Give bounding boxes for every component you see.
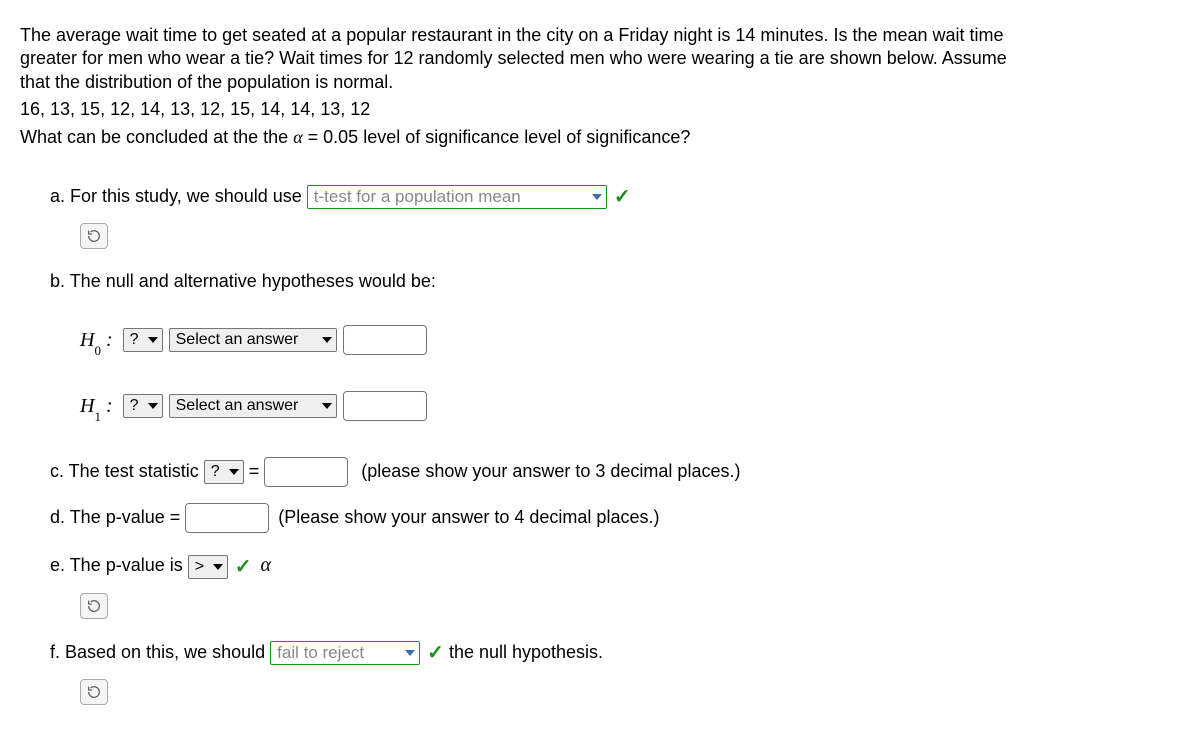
h1-row: H1 : ? Select an answer — [80, 388, 1180, 424]
part-b: b. The null and alternative hypotheses w… — [50, 265, 1180, 424]
retry-button-a[interactable] — [80, 223, 108, 249]
h0-value-input[interactable] — [343, 325, 427, 355]
chevron-down-icon — [229, 469, 239, 475]
h1-param-select[interactable]: ? — [123, 394, 163, 418]
check-icon: ✓ — [235, 549, 252, 585]
decision-select[interactable]: fail to reject — [270, 641, 420, 665]
h0-relation-select[interactable]: Select an answer — [169, 328, 337, 352]
part-d-hint: (Please show your answer to 4 decimal pl… — [278, 507, 659, 527]
question-line: What can be concluded at the the α = 0.0… — [20, 126, 1020, 149]
part-c: c. The test statistic ? = (please show y… — [50, 455, 1180, 487]
chevron-down-icon — [405, 650, 415, 656]
part-a: a. For this study, we should use t-test … — [50, 179, 1180, 251]
part-f-label: f. Based on this, we should — [50, 642, 270, 662]
chevron-down-icon — [148, 337, 158, 343]
part-c-hint: (please show your answer to 3 decimal pl… — [361, 461, 740, 481]
h0-relation-value: Select an answer — [176, 332, 299, 348]
alpha-symbol-e: α — [261, 554, 272, 576]
part-d-label: d. The p-value = — [50, 507, 185, 527]
part-c-label: c. The test statistic — [50, 461, 204, 481]
chevron-down-icon — [148, 403, 158, 409]
equals-sign: = — [249, 461, 265, 481]
test-stat-symbol-select[interactable]: ? — [204, 460, 244, 484]
h0-row: H0 : ? Select an answer — [80, 322, 1180, 358]
retry-icon — [86, 228, 102, 244]
retry-icon — [86, 598, 102, 614]
h1-param-value: ? — [130, 398, 139, 414]
chevron-down-icon — [592, 194, 602, 200]
test-stat-input[interactable] — [264, 457, 348, 487]
question-pre: What can be concluded at the the — [20, 127, 293, 147]
part-f-suffix: the null hypothesis. — [449, 642, 603, 662]
part-e-label: e. The p-value is — [50, 555, 188, 575]
alpha-symbol: α — [293, 127, 302, 147]
data-values: 16, 13, 15, 12, 14, 13, 12, 15, 14, 14, … — [20, 98, 1020, 121]
part-d: d. The p-value = (Please show your answe… — [50, 501, 1180, 533]
study-type-value: t-test for a population mean — [314, 188, 521, 205]
part-a-label: a. For this study, we should use — [50, 186, 307, 206]
retry-button-f[interactable] — [80, 679, 108, 705]
chevron-down-icon — [213, 564, 223, 570]
h1-relation-value: Select an answer — [176, 398, 299, 414]
part-b-label: b. The null and alternative hypotheses w… — [50, 271, 436, 291]
chevron-down-icon — [322, 403, 332, 409]
h1-value-input[interactable] — [343, 391, 427, 421]
h1-label: H1 : — [80, 388, 113, 424]
intro-paragraph: The average wait time to get seated at a… — [20, 24, 1020, 94]
h0-label: H0 : — [80, 322, 113, 358]
pvalue-input[interactable] — [185, 503, 269, 533]
question-post: = 0.05 level of significance level of si… — [303, 127, 691, 147]
h1-relation-select[interactable]: Select an answer — [169, 394, 337, 418]
study-type-select[interactable]: t-test for a population mean — [307, 185, 607, 209]
h0-param-select[interactable]: ? — [123, 328, 163, 352]
retry-button-e[interactable] — [80, 593, 108, 619]
h0-param-value: ? — [130, 332, 139, 348]
pvalue-compare-value: > — [195, 559, 204, 575]
check-icon: ✓ — [614, 179, 631, 215]
pvalue-compare-select[interactable]: > — [188, 555, 228, 579]
check-icon: ✓ — [427, 635, 444, 671]
chevron-down-icon — [322, 337, 332, 343]
test-stat-symbol-value: ? — [211, 464, 220, 480]
part-f: f. Based on this, we should fail to reje… — [50, 635, 1180, 707]
decision-value: fail to reject — [277, 644, 364, 661]
part-e: e. The p-value is > ✓ α — [50, 547, 1180, 621]
retry-icon — [86, 684, 102, 700]
